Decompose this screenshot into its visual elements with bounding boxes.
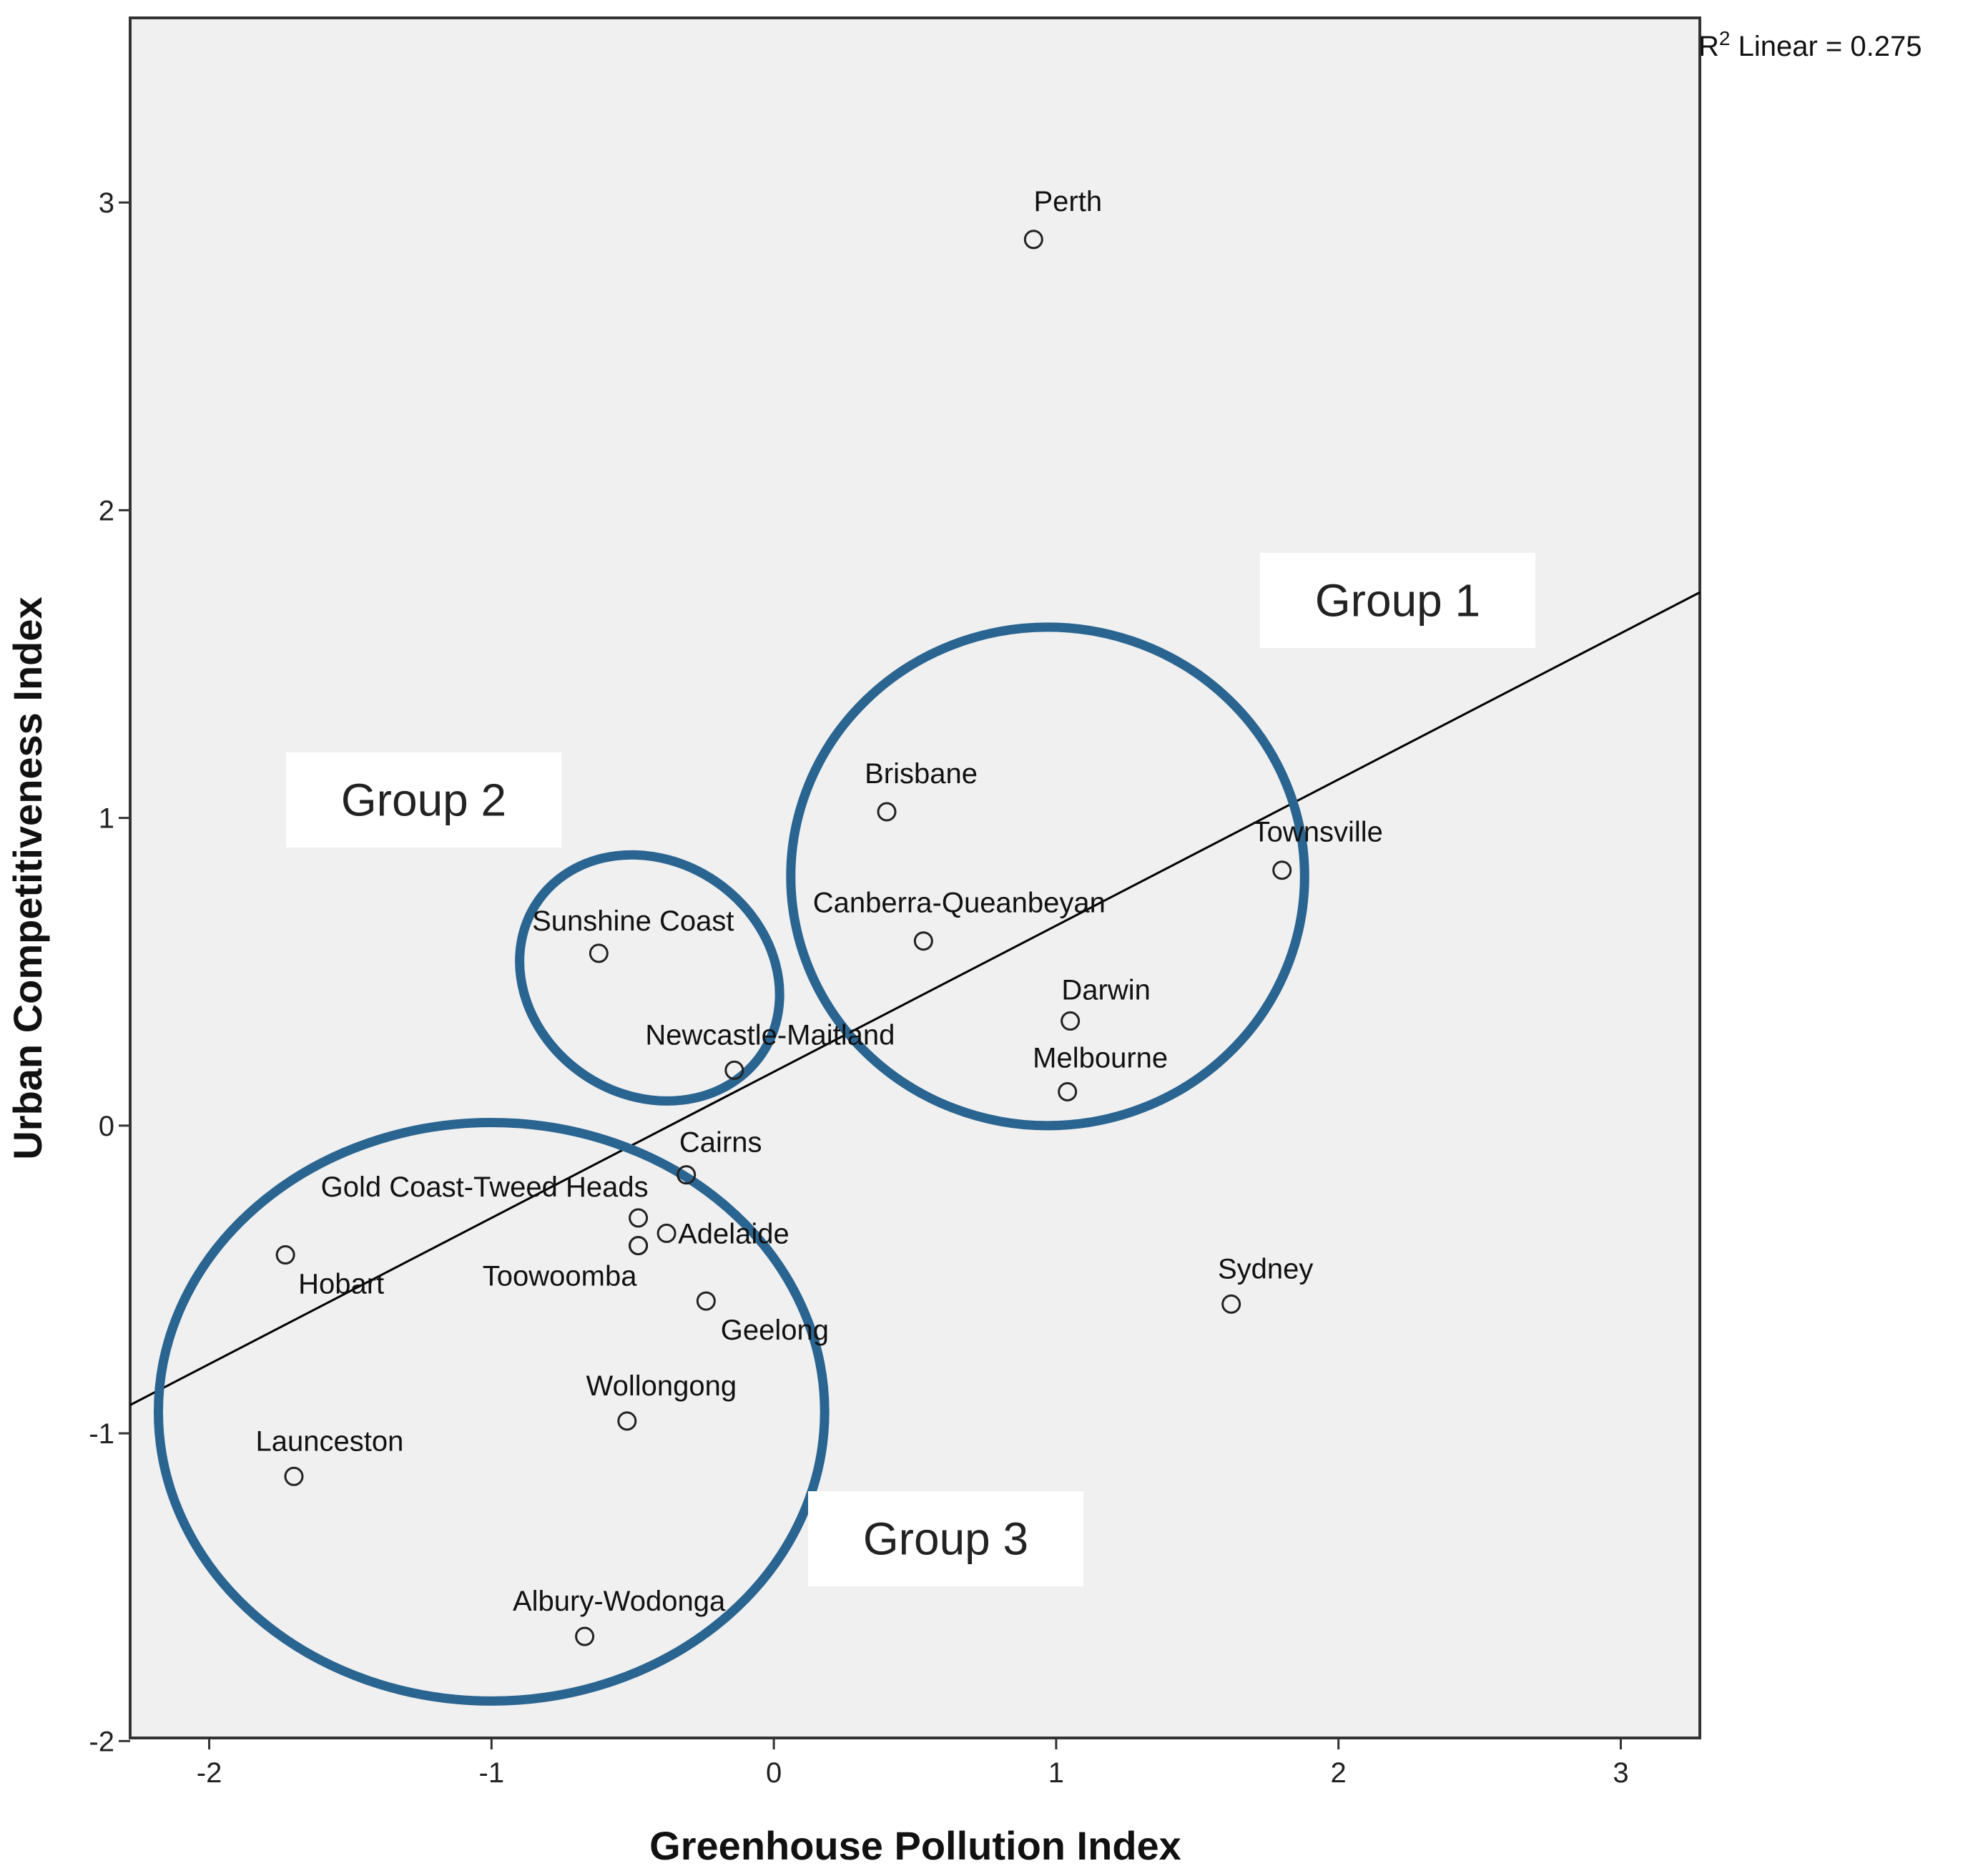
group-2-ellipse xyxy=(515,850,784,1106)
group-3-label-box xyxy=(808,1491,1083,1586)
y-tick-label: 2 xyxy=(99,495,114,526)
group-1-label: Group 1 xyxy=(1315,575,1480,627)
data-point xyxy=(617,1411,637,1431)
point-label: Sydney xyxy=(1218,1253,1313,1285)
point-label: Cairns xyxy=(679,1127,762,1159)
data-point xyxy=(696,1291,716,1311)
fit-line xyxy=(129,591,1701,1406)
point-label: Albury-Wodonga xyxy=(513,1586,726,1617)
point-label: Sunshine Coast xyxy=(532,905,734,937)
data-point xyxy=(629,1208,649,1228)
data-point xyxy=(284,1466,304,1486)
point-label: Wollongong xyxy=(586,1370,737,1402)
point-label: Newcastle-Maitland xyxy=(645,1019,895,1051)
data-point xyxy=(1221,1294,1241,1314)
data-point xyxy=(656,1223,677,1243)
y-axis-title: Urban Competitiveness Index xyxy=(5,596,50,1159)
y-tick-label: -1 xyxy=(89,1418,114,1450)
group-3-ellipse xyxy=(153,1118,830,1706)
r2-superscript: 2 xyxy=(1719,27,1731,49)
point-label: Melbourne xyxy=(1033,1043,1168,1074)
point-label: Canberra-Queanbeyan xyxy=(813,888,1106,919)
point-label: Launceston xyxy=(256,1425,404,1457)
point-label: Darwin xyxy=(1061,975,1150,1006)
x-tick-label: -1 xyxy=(479,1757,505,1789)
r2-label: R2 Linear = 0.275 xyxy=(1698,27,1922,63)
data-point xyxy=(877,802,897,822)
data-point xyxy=(275,1245,295,1265)
data-point xyxy=(589,943,609,963)
plot-area xyxy=(129,16,1701,1739)
point-label: Townsville xyxy=(1253,817,1383,848)
point-label: Perth xyxy=(1034,186,1103,217)
data-point xyxy=(1058,1082,1078,1102)
group-2-label-box xyxy=(286,752,561,848)
group-1-ellipse xyxy=(786,622,1309,1131)
group-3-label: Group 3 xyxy=(863,1513,1028,1565)
data-point xyxy=(913,931,933,951)
y-tick-label: 0 xyxy=(99,1111,114,1142)
group-1-label-box xyxy=(1260,553,1535,648)
point-label: Hobart xyxy=(298,1269,384,1300)
data-point xyxy=(677,1165,697,1185)
r2-prefix: R xyxy=(1698,31,1719,62)
data-point xyxy=(629,1236,649,1256)
point-label: Brisbane xyxy=(865,758,978,790)
y-tick-label: 3 xyxy=(99,187,114,219)
x-tick-label: 0 xyxy=(766,1757,782,1789)
data-point xyxy=(724,1060,744,1080)
point-label: Toowoomba xyxy=(483,1261,637,1292)
y-tick-label: 1 xyxy=(99,803,114,835)
data-point xyxy=(1061,1011,1081,1031)
x-tick-label: 2 xyxy=(1331,1757,1347,1789)
x-tick-label: 3 xyxy=(1613,1757,1628,1789)
x-axis-title: Greenhouse Pollution Index xyxy=(649,1823,1181,1868)
x-tick-label: 1 xyxy=(1048,1757,1064,1789)
point-label: Geelong xyxy=(721,1315,829,1346)
x-tick-label: -2 xyxy=(197,1757,222,1789)
point-label: Adelaide xyxy=(678,1218,789,1249)
data-point xyxy=(575,1626,595,1646)
point-label: Gold Coast-Tweed Heads xyxy=(321,1172,649,1203)
group-2-label: Group 2 xyxy=(341,775,506,826)
data-point xyxy=(1272,860,1292,880)
y-tick-label: -2 xyxy=(89,1726,114,1757)
r2-text: Linear = 0.275 xyxy=(1730,31,1922,62)
data-point xyxy=(1023,230,1043,250)
